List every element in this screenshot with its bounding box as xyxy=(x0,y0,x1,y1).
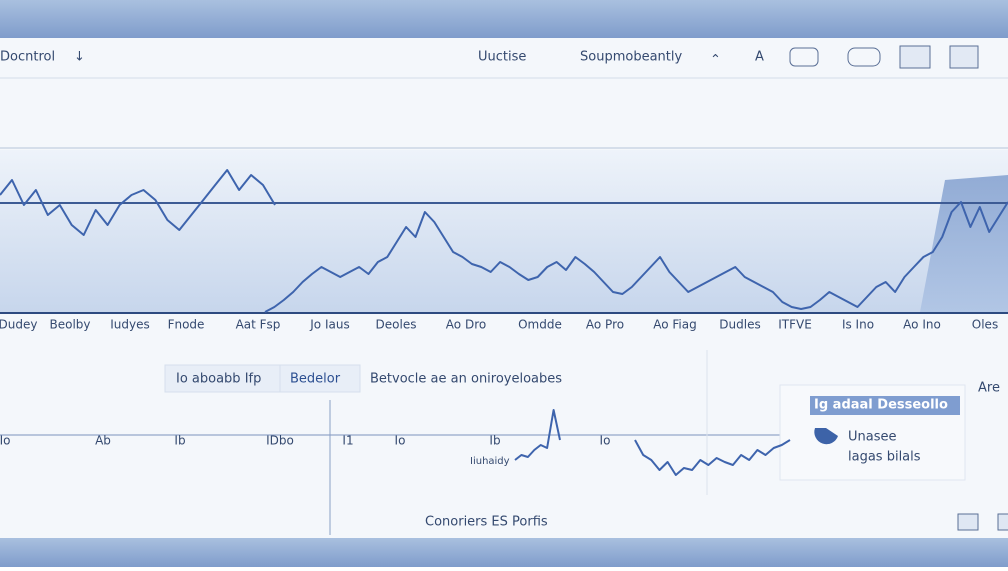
x-tick-label: Iudyes xyxy=(110,318,150,332)
button[interactable] xyxy=(789,47,819,67)
chart-area xyxy=(0,150,1008,312)
button[interactable] xyxy=(997,513,1008,531)
x-tick-label: Ao Pro xyxy=(586,318,624,332)
toolbar-buttons xyxy=(789,45,1008,531)
status-bar xyxy=(0,538,1008,567)
x-tick-label: Ao Dro xyxy=(446,318,486,332)
trace-line xyxy=(634,439,791,476)
x-tick-label: Deoles xyxy=(376,318,417,332)
trace-line xyxy=(514,409,561,461)
toolbar-item[interactable]: Docntrol xyxy=(0,50,55,65)
x-tick-label: Fnode xyxy=(168,318,205,332)
toolbar-item[interactable]: ↓ xyxy=(74,50,85,65)
button[interactable] xyxy=(949,45,979,69)
x-tick-label: ITFVE xyxy=(778,318,812,332)
x-tick-label: Jo Iaus xyxy=(309,318,349,332)
x-tick-label: Omdde xyxy=(518,318,562,332)
axis-label: Io xyxy=(395,434,406,448)
x-tick-label: Aat Fsp xyxy=(236,318,281,332)
area-fill xyxy=(920,175,1008,312)
trace-line xyxy=(0,169,276,236)
x-tick-label: Ao Fiag xyxy=(653,318,697,332)
filter-label: Io aboabb Ifp xyxy=(176,372,261,387)
toolbar-item[interactable]: Soupmobeantly xyxy=(580,50,682,65)
trace-line xyxy=(264,201,1008,313)
x-tick-label: Dudey xyxy=(0,318,37,332)
legend-item: Unasee xyxy=(848,430,897,445)
x-tick-label: Oles xyxy=(972,318,998,332)
toolbar-item[interactable]: ⌃ xyxy=(710,53,721,68)
caption: Betvocle ae an oniroyeloabes xyxy=(370,372,562,387)
x-tick-label: Beolby xyxy=(49,318,90,332)
axis-label: Io xyxy=(0,434,10,448)
axis-label: Io xyxy=(600,434,611,448)
legend-icon xyxy=(814,428,838,445)
button[interactable] xyxy=(847,47,881,67)
footer: Conoriers ES Porfis xyxy=(425,515,548,530)
button[interactable] xyxy=(899,45,931,69)
filter-box[interactable] xyxy=(164,364,361,393)
axis-label: Ib xyxy=(489,434,500,448)
legend-title: Ig adaal Desseollo xyxy=(814,398,948,413)
legend-header xyxy=(810,396,960,415)
x-tick-label: Is Ino xyxy=(842,318,874,332)
legend-item: lagas bilals xyxy=(848,450,921,465)
filter-value[interactable]: Bedelor xyxy=(290,372,341,387)
x-tick-label: Dudles xyxy=(719,318,760,332)
title-bar xyxy=(0,0,1008,38)
side-label: Are xyxy=(978,381,1000,396)
toolbar-item[interactable]: Uuctise xyxy=(478,50,526,65)
axis-label: Ib xyxy=(174,434,185,448)
axis-label: I1 xyxy=(342,434,353,448)
toolbar-item[interactable]: A xyxy=(755,50,764,65)
button[interactable] xyxy=(957,513,979,531)
sub-label: Iiuhaidy xyxy=(470,456,510,467)
x-tick-label: Ao Ino xyxy=(903,318,941,332)
axis-label: Ab xyxy=(95,434,111,448)
axis-label: IDbo xyxy=(266,434,294,448)
